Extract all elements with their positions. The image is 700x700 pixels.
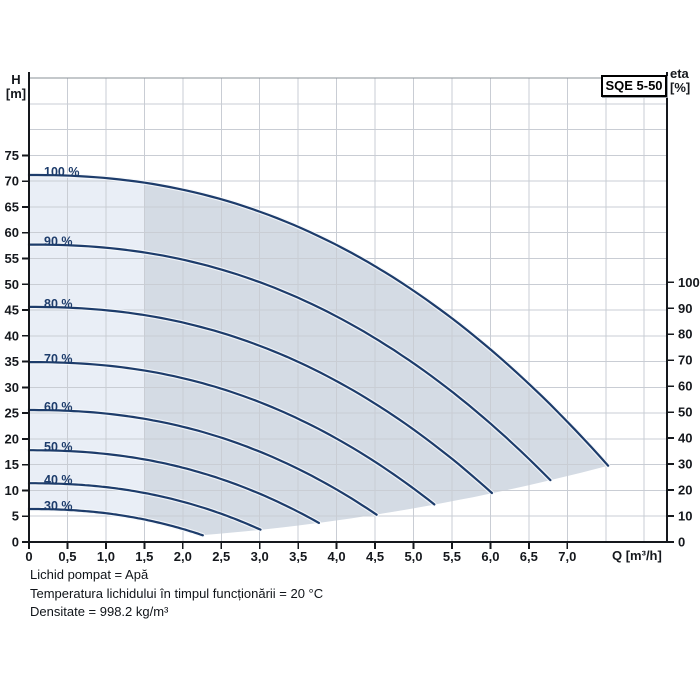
- eta-tick-label: 10: [678, 509, 692, 524]
- q-tick-label: 3,0: [251, 549, 269, 564]
- eta-tick-label: 60: [678, 379, 692, 394]
- curve-label-100: 100 %: [44, 165, 79, 179]
- q-tick-label: 6,0: [481, 549, 499, 564]
- curve-50-pct: [27, 449, 320, 524]
- q-tick-label: 4,0: [328, 549, 346, 564]
- x-axis-ticks: 0 0,5 1,0 1,5 2,0 2,5 3,0 3,5 4,0 4,5 5,0 5,5 6,0 6,5…: [25, 543, 576, 564]
- h-tick-label: 20: [5, 431, 19, 446]
- curve-100-pct: [27, 173, 610, 467]
- h-tick-label: 30: [5, 380, 19, 395]
- left-axis-title-symbol: H: [11, 72, 21, 87]
- envelope-low-flow-range: [29, 175, 145, 536]
- curve-90-pct: [27, 243, 552, 482]
- axes: [28, 72, 668, 543]
- eta-tick-label: 70: [678, 353, 692, 368]
- curve-60-pct: [27, 408, 378, 516]
- h-tick-label: 60: [5, 225, 19, 240]
- q-tick-label: 5,0: [404, 549, 422, 564]
- curve-80-pct: [27, 305, 493, 495]
- footnote-liquid-temperature: Temperatura lichidului în timpul funcțio…: [30, 585, 324, 601]
- x-axis-title: Q [m³/h]: [612, 548, 662, 563]
- h-tick-label: 35: [5, 354, 19, 369]
- curve-label-70: 70 %: [44, 352, 73, 366]
- h-tick-label: 10: [5, 483, 19, 498]
- curve-label-40: 40 %: [44, 473, 73, 487]
- right-axis-title-unit: [%]: [670, 80, 691, 95]
- h-tick-label: 50: [5, 277, 19, 292]
- envelope-recommended-range: [29, 175, 609, 536]
- pump-model-badge: SQE 5-50: [601, 75, 667, 97]
- right-axis-title: eta [%]: [670, 67, 700, 95]
- q-tick-label: 2,0: [174, 549, 192, 564]
- eta-tick-label: 50: [678, 405, 692, 420]
- q-tick-label: 0: [25, 549, 32, 564]
- curve-label-90: 90 %: [44, 235, 73, 249]
- q-tick-label: 6,5: [520, 549, 538, 564]
- q-tick-label: 0,5: [58, 549, 76, 564]
- curve-40-pct: [27, 482, 262, 531]
- eta-tick-label: 0: [678, 535, 685, 550]
- q-tick-label: 1,0: [97, 549, 115, 564]
- footnote-density: Densitate = 998.2 kg/m³: [30, 604, 169, 619]
- eta-tick-label: 80: [678, 327, 692, 342]
- q-tick-label: 7,0: [558, 549, 576, 564]
- chart-footnotes: Lichid pompat = Apă Temperatura lichidul…: [30, 566, 323, 622]
- h-tick-label: 15: [5, 457, 19, 472]
- q-tick-label: 3,5: [289, 549, 307, 564]
- h-tick-label: 65: [5, 199, 19, 214]
- curve-70-pct: [27, 361, 436, 506]
- operating-envelope: [29, 175, 609, 536]
- h-tick-label: 5: [12, 509, 19, 524]
- h-tick-label: 75: [5, 148, 19, 163]
- gridlines: [29, 77, 667, 542]
- footnote-pumped-liquid: Lichid pompat = Apă: [30, 567, 149, 582]
- eta-tick-label: 90: [678, 301, 692, 316]
- eta-tick-label: 20: [678, 483, 692, 498]
- chart-canvas: 100 % 90 % 80 % 70 % 60 % 50 % 40 % 30 % 75 70 65 6…: [5, 72, 700, 564]
- curve-30-pct: [27, 507, 204, 537]
- q-tick-label: 5,5: [443, 549, 461, 564]
- curve-label-30: 30 %: [44, 499, 73, 513]
- q-tick-label: 4,5: [366, 549, 384, 564]
- h-tick-label: 25: [5, 406, 19, 421]
- q-tick-label: 1,5: [135, 549, 153, 564]
- h-tick-label: 45: [5, 303, 19, 318]
- left-axis-title-unit: [m]: [5, 86, 27, 101]
- curve-label-60: 60 %: [44, 400, 73, 414]
- eta-tick-label: 100: [678, 275, 700, 290]
- q-tick-label: 2,5: [212, 549, 230, 564]
- eta-tick-label: 30: [678, 457, 692, 472]
- right-axis-title-symbol: eta: [670, 66, 689, 81]
- eta-tick-label: 40: [678, 431, 692, 446]
- pump-speed-curves: 100 % 90 % 80 % 70 % 60 % 50 % 40 % 30 %: [26, 165, 611, 538]
- curve-label-50: 50 %: [44, 440, 73, 454]
- h-tick-label: 55: [5, 251, 19, 266]
- h-tick-label: 0: [12, 535, 19, 550]
- curve-label-80: 80 %: [44, 297, 73, 311]
- h-tick-label: 40: [5, 328, 19, 343]
- h-tick-label: 70: [5, 174, 19, 189]
- left-axis-title: H [m]: [2, 73, 30, 101]
